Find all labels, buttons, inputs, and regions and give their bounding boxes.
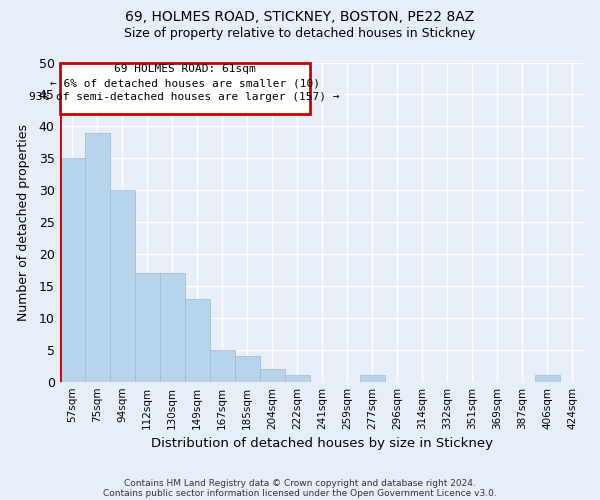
Bar [185, 298, 209, 382]
Bar [285, 376, 310, 382]
Text: Contains public sector information licensed under the Open Government Licence v3: Contains public sector information licen… [103, 488, 497, 498]
Bar [134, 273, 160, 382]
Bar [110, 190, 134, 382]
Bar [85, 132, 110, 382]
Bar [160, 273, 185, 382]
Y-axis label: Number of detached properties: Number of detached properties [17, 124, 31, 320]
Text: Contains HM Land Registry data © Crown copyright and database right 2024.: Contains HM Land Registry data © Crown c… [124, 478, 476, 488]
Bar [235, 356, 260, 382]
Bar [535, 376, 560, 382]
Bar [59, 158, 85, 382]
Bar [260, 369, 285, 382]
Text: 69, HOLMES ROAD, STICKNEY, BOSTON, PE22 8AZ: 69, HOLMES ROAD, STICKNEY, BOSTON, PE22 … [125, 10, 475, 24]
Text: Size of property relative to detached houses in Stickney: Size of property relative to detached ho… [124, 28, 476, 40]
X-axis label: Distribution of detached houses by size in Stickney: Distribution of detached houses by size … [151, 437, 493, 450]
Text: 69 HOLMES ROAD: 61sqm
← 6% of detached houses are smaller (10)
93% of semi-detac: 69 HOLMES ROAD: 61sqm ← 6% of detached h… [29, 64, 340, 102]
FancyBboxPatch shape [59, 62, 310, 114]
Bar [209, 350, 235, 382]
Bar [360, 376, 385, 382]
